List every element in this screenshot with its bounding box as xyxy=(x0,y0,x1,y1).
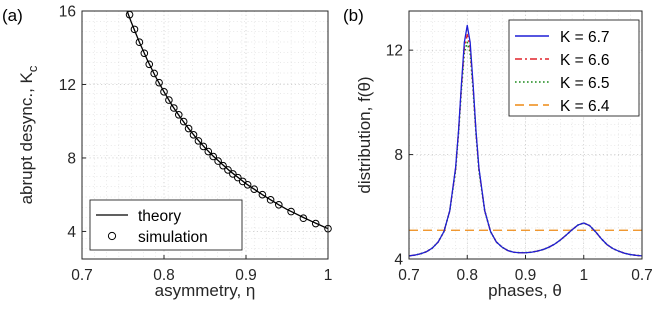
panel-b-y-tick-label: 12 xyxy=(386,43,403,60)
panel-a-y-tick-label: 16 xyxy=(59,4,76,21)
simulation-point xyxy=(150,69,158,78)
simulation-point xyxy=(243,180,252,189)
simulation-point xyxy=(145,60,154,69)
panel-a-legend: theory simulation xyxy=(89,199,243,251)
panel-b-x-tick-label: 0.7 xyxy=(631,267,653,284)
legend-k67-label: K = 6.7 xyxy=(560,29,610,46)
simulation-point xyxy=(189,131,198,139)
simulation-point xyxy=(184,124,193,133)
simulation-point xyxy=(275,201,283,209)
simulation-point xyxy=(174,110,183,119)
simulation-point xyxy=(135,38,144,47)
simulation-point xyxy=(209,152,217,161)
legend-k66-label: K = 6.6 xyxy=(560,52,610,69)
panel-b-label: (b) xyxy=(343,6,364,25)
panel-b-x-tick-label: 0.7 xyxy=(398,267,420,284)
simulation-point xyxy=(258,190,267,199)
legend-theory-label: theory xyxy=(138,208,181,225)
simulation-point xyxy=(204,147,213,156)
legend-k64-label: K = 6.4 xyxy=(560,98,610,115)
panel-a-x-ticks: 0.7 0.8 0.9 1 xyxy=(71,255,332,284)
panel-a-y-axis-label: abrupt desync., Kc xyxy=(17,65,40,204)
panel-a-y-axis-label-main: abrupt desync., K xyxy=(17,71,36,204)
simulation-point xyxy=(214,157,222,165)
simulation-point xyxy=(311,219,320,228)
simulation-point xyxy=(160,88,168,96)
panel-a-axes-frame xyxy=(81,10,329,260)
panel-a-x-tick-label: 0.7 xyxy=(71,267,93,284)
simulation-point xyxy=(170,104,178,112)
panel-b-x-ticks: 0.7 0.8 0.9 1 0.7 xyxy=(398,255,653,284)
panel-b-y-tick-label: 8 xyxy=(394,147,403,164)
simulation-point xyxy=(229,170,237,178)
panel-b-x-tick-label: 0.8 xyxy=(456,267,478,284)
panel-a-legend-box xyxy=(89,199,243,251)
legend-simulation-swatch xyxy=(107,231,117,241)
panel-a-label: (a) xyxy=(2,6,23,25)
panel-a-x-tick-label: 0.9 xyxy=(235,267,257,284)
simulation-point xyxy=(287,207,295,216)
panel-b-axes-frame xyxy=(408,10,643,260)
panel-b: (b) 0.7 0.8 0.9 1 0.7 4 8 12 phases, θ distrib… xyxy=(343,6,653,300)
simulation-point xyxy=(234,173,242,182)
panel-b-y-axis-label: distribution, f(θ) xyxy=(355,76,374,193)
simulation-point xyxy=(250,185,258,193)
simulation-point xyxy=(140,49,149,58)
panel-a-y-axis-label-subscript: c xyxy=(25,65,40,72)
panel-a-y-tick-label: 12 xyxy=(59,77,76,94)
panel-a: (a) 0.7 0.8 0.9 1 4 8 12 16 asymmetry, η abrup… xyxy=(2,4,332,301)
simulation-point xyxy=(155,78,163,87)
panel-b-series xyxy=(408,24,643,257)
simulation-point xyxy=(299,214,308,223)
simulation-point xyxy=(130,25,139,34)
simulation-point xyxy=(224,166,232,174)
panel-a-x-tick-label: 0.8 xyxy=(153,267,175,284)
simulation-point xyxy=(179,117,188,126)
panel-a-y-tick-label: 4 xyxy=(67,224,76,241)
simulation-point xyxy=(266,196,275,204)
series-line-67 xyxy=(408,24,643,257)
simulation-point xyxy=(199,142,208,151)
simulation-point xyxy=(165,96,173,104)
theory-line xyxy=(126,10,329,230)
simulation-point xyxy=(194,137,203,145)
simulation-point xyxy=(219,161,227,170)
panel-b-x-axis-label: phases, θ xyxy=(488,281,562,300)
panel-a-series xyxy=(125,10,332,233)
panel-a-x-axis-label: asymmetry, η xyxy=(155,281,256,300)
panel-b-y-tick-label: 4 xyxy=(394,252,403,269)
legend-k65-label: K = 6.5 xyxy=(560,75,610,92)
legend-simulation-label: simulation xyxy=(138,229,208,246)
panel-b-x-tick-label: 0.9 xyxy=(515,267,537,284)
panel-a-y-tick-label: 8 xyxy=(67,150,76,167)
panel-b-x-tick-label: 1 xyxy=(579,267,588,284)
panel-a-x-tick-label: 1 xyxy=(324,267,333,284)
panel-b-legend: K = 6.7 K = 6.6 K = 6.5 K = 6.4 xyxy=(508,19,640,117)
